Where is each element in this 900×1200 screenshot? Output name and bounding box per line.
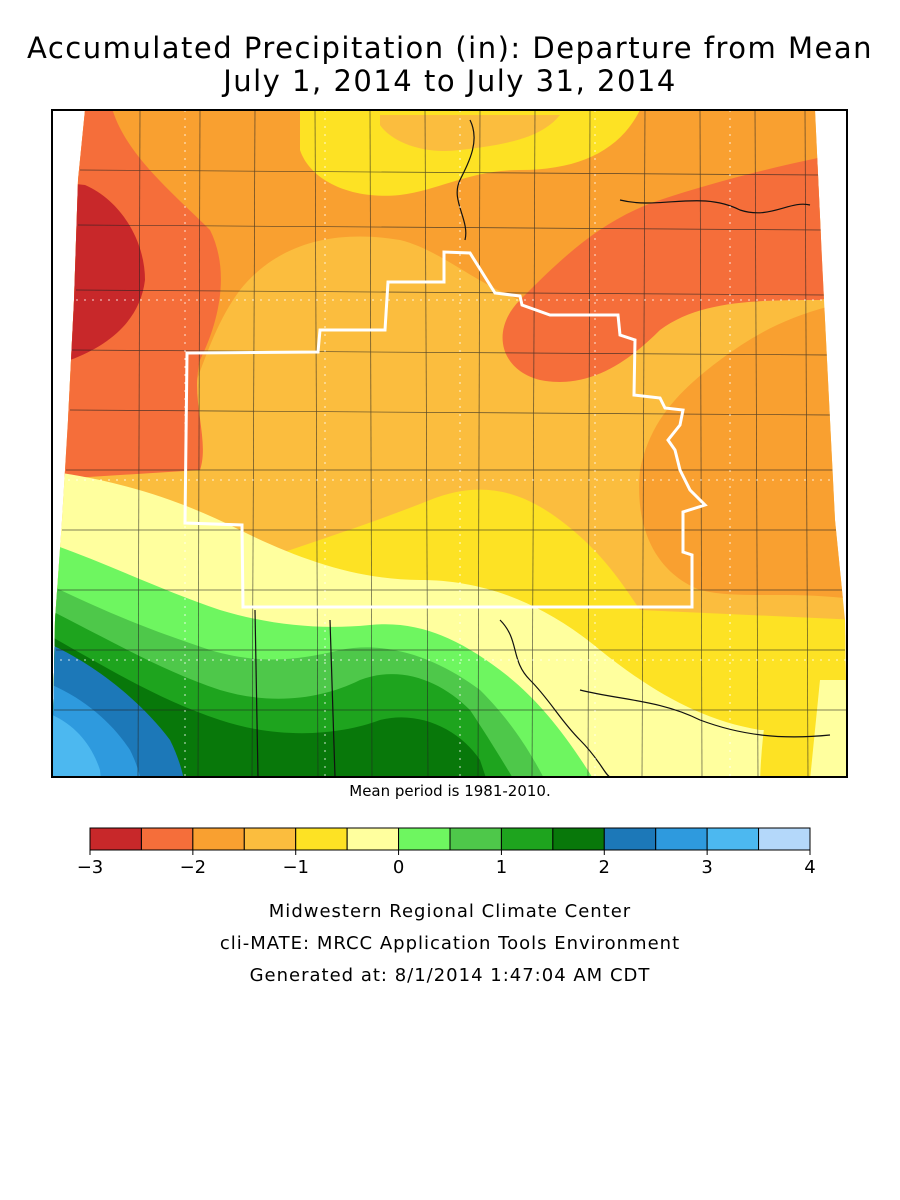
credit-application: cli-MATE: MRCC Application Tools Environ…: [219, 933, 681, 954]
legend-swatch: [398, 827, 451, 851]
legend-swatch: [295, 827, 348, 851]
legend-tick-label: 3: [701, 857, 712, 878]
precipitation-contours: [52, 110, 847, 777]
legend-tick-label: −2: [180, 857, 207, 878]
legend-tick-label: 0: [393, 857, 404, 878]
legend-swatch: [552, 827, 605, 851]
legend-swatch: [449, 827, 502, 851]
contour-band-neg2.5-neg2-northeast: [502, 150, 847, 382]
legend-swatch: [758, 827, 811, 851]
legend-swatch: [346, 827, 400, 851]
contour-band-neg1-neg0.5-north: [300, 110, 640, 196]
map-title-line-1: Accumulated Precipitation (in): Departur…: [26, 31, 874, 65]
legend-swatch: [706, 827, 760, 851]
contour-band-neg2-neg1.5-north: [52, 110, 847, 420]
credit-generated-time: Generated at: 8/1/2014 1:47:04 AM CDT: [249, 965, 651, 986]
legend-tick-label: 1: [496, 857, 507, 878]
state-outline: [183, 250, 708, 609]
state-boundaries: [254, 119, 831, 777]
legend-swatch: [603, 827, 657, 851]
contour-band-neg2-neg1.5-east: [639, 300, 847, 600]
legend-swatch: [655, 827, 708, 851]
legend-tick-label: −3: [77, 857, 104, 878]
legend-tick-label: 4: [804, 857, 815, 878]
color-legend: [89, 827, 811, 851]
legend-swatch: [89, 827, 142, 851]
legend-swatch: [192, 827, 245, 851]
mean-period-note: Mean period is 1981-2010.: [349, 782, 551, 800]
credit-organization: Midwestern Regional Climate Center: [268, 901, 632, 922]
legend-ticks: −3 −2 −1 0 1 2 3 4: [77, 850, 816, 878]
legend-swatch: [243, 827, 297, 851]
legend-swatch: [140, 827, 194, 851]
map-title-line-2: July 1, 2014 to July 31, 2014: [223, 64, 677, 98]
contour-band-3-3.5: [52, 710, 102, 777]
legend-tick-label: −1: [282, 857, 309, 878]
map-frame: [51, 109, 848, 778]
contour-band-southeast-pale: [810, 680, 847, 777]
legend-tick-label: 2: [599, 857, 610, 878]
county-boundaries: [54, 110, 846, 777]
legend-swatch: [500, 827, 554, 851]
